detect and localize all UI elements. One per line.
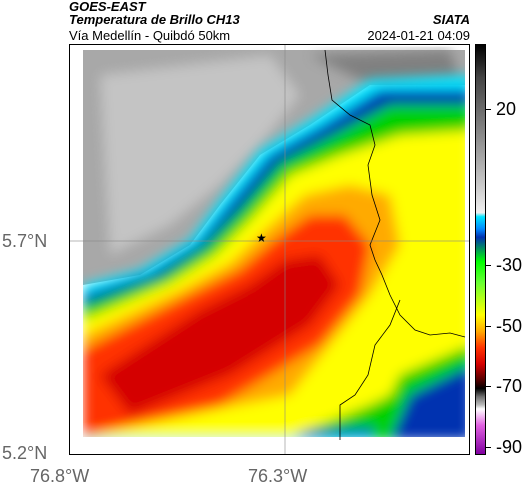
lat-label-5-7: 5.7°N: [2, 231, 48, 251]
route-subtitle: Vía Medellín - Quibdó 50km: [69, 28, 231, 43]
brightness-temperature-field: [70, 45, 469, 454]
datetime-label: 2024-01-21 04:09: [367, 28, 470, 43]
colorbar-tick: [486, 109, 491, 110]
colorbar-tick: [486, 447, 491, 448]
lon-label-76-3: 76.3°W: [248, 466, 308, 486]
colorbar: [475, 44, 486, 455]
colorbar-label-minus-90: -90: [496, 437, 523, 457]
colorbar-label-minus-30: -30: [496, 255, 523, 275]
satellite-title: GOES-EAST: [69, 0, 146, 14]
product-title: Temperatura de Brillo CH13: [69, 12, 240, 27]
colorbar-tick: [486, 326, 491, 327]
colorbar-tick: [486, 265, 491, 266]
satellite-map[interactable]: ★: [69, 44, 470, 455]
org-label: SIATA: [432, 12, 470, 27]
colorbar-tick: [486, 386, 491, 387]
colorbar-label-minus-70: -70: [496, 376, 523, 396]
lat-label-5-2: 5.2°N: [2, 443, 48, 463]
lon-label-76-8: 76.8°W: [30, 466, 90, 486]
colorbar-label-minus-50: -50: [496, 316, 523, 336]
location-marker-icon: ★: [256, 231, 267, 245]
colorbar-label-20: 20: [496, 99, 517, 119]
